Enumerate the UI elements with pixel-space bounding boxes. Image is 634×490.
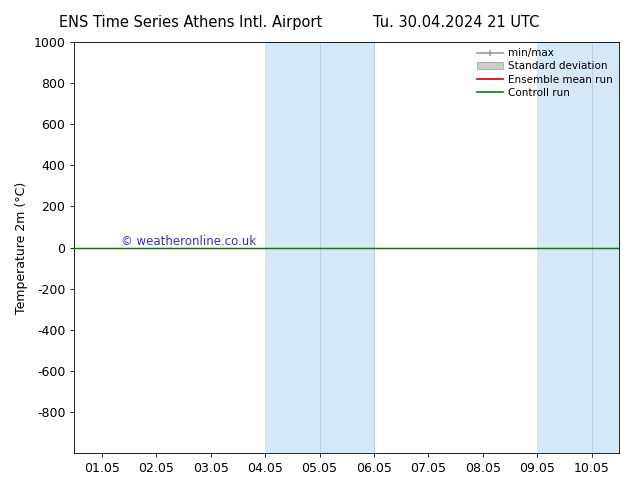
Y-axis label: Temperature 2m (°C): Temperature 2m (°C)	[15, 181, 28, 314]
Legend: min/max, Standard deviation, Ensemble mean run, Controll run: min/max, Standard deviation, Ensemble me…	[472, 44, 617, 102]
Bar	[538, 42, 619, 453]
Text: ENS Time Series Athens Intl. Airport: ENS Time Series Athens Intl. Airport	[58, 15, 322, 30]
Text: Tu. 30.04.2024 21 UTC: Tu. 30.04.2024 21 UTC	[373, 15, 540, 30]
Text: © weatheronline.co.uk: © weatheronline.co.uk	[120, 235, 256, 247]
Bar	[265, 42, 374, 453]
